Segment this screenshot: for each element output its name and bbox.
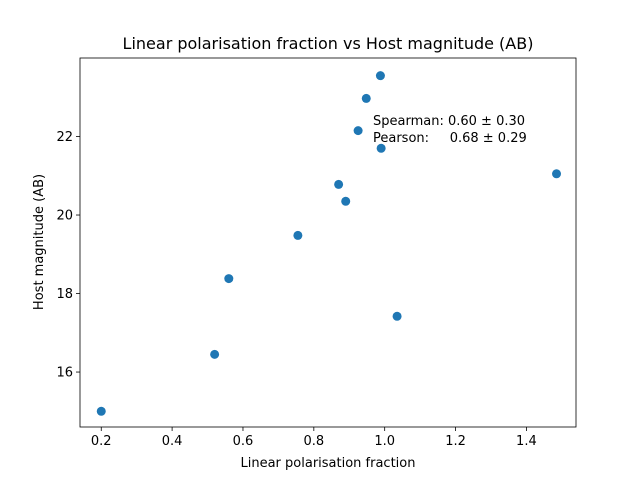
data-point [361, 93, 371, 103]
data-point [392, 311, 402, 321]
y-tick-label: 16 [56, 366, 73, 381]
data-point [224, 274, 234, 284]
plot-area [79, 57, 577, 428]
annotation-spearman: Spearman: 0.60 ± 0.30 [373, 114, 525, 129]
x-tick-label: 0.2 [91, 434, 112, 449]
data-points [96, 71, 562, 416]
plot-frame [79, 57, 577, 428]
y-tick-label: 18 [56, 287, 73, 302]
y-axis-label: Host magnitude (AB) [32, 174, 47, 310]
data-point [375, 71, 385, 81]
data-point [376, 143, 386, 153]
x-axis-label: Linear polarisation fraction [241, 456, 416, 471]
chart-title: Linear polarisation fraction vs Host mag… [123, 34, 534, 53]
x-tick-label: 1.0 [374, 434, 395, 449]
x-tick-label: 0.4 [162, 434, 183, 449]
data-point [341, 196, 351, 206]
data-point [334, 179, 344, 189]
axis-ticks: 0.2 0.4 0.6 0.8 1.0 1.2 1.4 16 18 20 22 [56, 130, 536, 449]
annotation-pearson: Pearson: 0.68 ± 0.29 [373, 131, 527, 146]
data-point [552, 169, 562, 179]
data-point [210, 349, 220, 359]
x-tick-label: 0.8 [303, 434, 324, 449]
x-tick-label: 1.4 [516, 434, 537, 449]
x-tick-label: 0.6 [233, 434, 254, 449]
y-tick-label: 20 [56, 209, 73, 224]
data-point [353, 126, 363, 136]
y-tick-label: 22 [56, 130, 73, 145]
data-point [293, 230, 303, 240]
data-point [96, 406, 106, 416]
x-tick-label: 1.2 [445, 434, 466, 449]
